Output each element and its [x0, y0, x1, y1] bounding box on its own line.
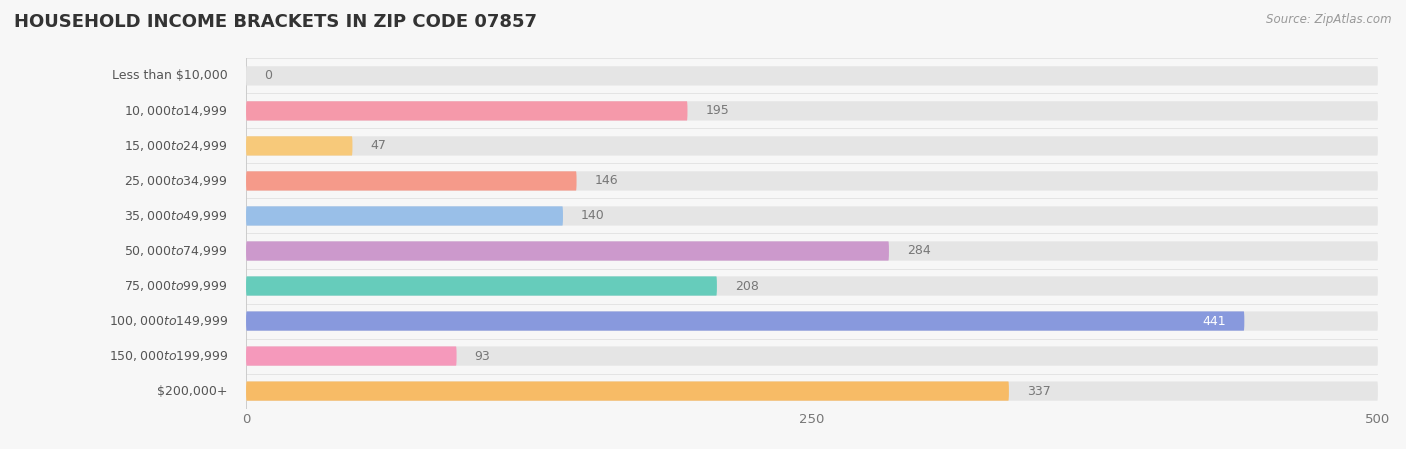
Text: $75,000 to $99,999: $75,000 to $99,999 — [125, 279, 228, 293]
Text: 195: 195 — [706, 105, 730, 117]
Text: 0: 0 — [264, 70, 273, 82]
Text: $25,000 to $34,999: $25,000 to $34,999 — [125, 174, 228, 188]
Text: 337: 337 — [1026, 385, 1050, 397]
FancyBboxPatch shape — [246, 136, 1378, 155]
FancyBboxPatch shape — [246, 312, 1244, 330]
Text: $150,000 to $199,999: $150,000 to $199,999 — [108, 349, 228, 363]
Text: 441: 441 — [1202, 315, 1226, 327]
FancyBboxPatch shape — [246, 207, 1378, 225]
FancyBboxPatch shape — [246, 136, 353, 155]
FancyBboxPatch shape — [246, 101, 1378, 120]
Text: 140: 140 — [581, 210, 605, 222]
FancyBboxPatch shape — [246, 312, 1378, 330]
Text: $200,000+: $200,000+ — [157, 385, 228, 397]
FancyBboxPatch shape — [246, 277, 1378, 295]
Text: 284: 284 — [907, 245, 931, 257]
Text: 146: 146 — [595, 175, 619, 187]
Text: Source: ZipAtlas.com: Source: ZipAtlas.com — [1267, 13, 1392, 26]
Text: Less than $10,000: Less than $10,000 — [112, 70, 228, 82]
Text: $10,000 to $14,999: $10,000 to $14,999 — [125, 104, 228, 118]
FancyBboxPatch shape — [246, 347, 457, 365]
Text: 208: 208 — [735, 280, 759, 292]
FancyBboxPatch shape — [246, 207, 562, 225]
FancyBboxPatch shape — [246, 242, 889, 260]
FancyBboxPatch shape — [246, 172, 1378, 190]
Text: HOUSEHOLD INCOME BRACKETS IN ZIP CODE 07857: HOUSEHOLD INCOME BRACKETS IN ZIP CODE 07… — [14, 13, 537, 31]
FancyBboxPatch shape — [246, 347, 1378, 365]
FancyBboxPatch shape — [246, 277, 717, 295]
Text: $15,000 to $24,999: $15,000 to $24,999 — [125, 139, 228, 153]
Text: $100,000 to $149,999: $100,000 to $149,999 — [108, 314, 228, 328]
Text: $50,000 to $74,999: $50,000 to $74,999 — [125, 244, 228, 258]
Text: 47: 47 — [371, 140, 387, 152]
Text: 93: 93 — [475, 350, 491, 362]
FancyBboxPatch shape — [246, 382, 1010, 401]
FancyBboxPatch shape — [246, 382, 1378, 401]
FancyBboxPatch shape — [246, 172, 576, 190]
FancyBboxPatch shape — [246, 101, 688, 120]
FancyBboxPatch shape — [246, 242, 1378, 260]
Text: $35,000 to $49,999: $35,000 to $49,999 — [125, 209, 228, 223]
FancyBboxPatch shape — [246, 66, 1378, 85]
